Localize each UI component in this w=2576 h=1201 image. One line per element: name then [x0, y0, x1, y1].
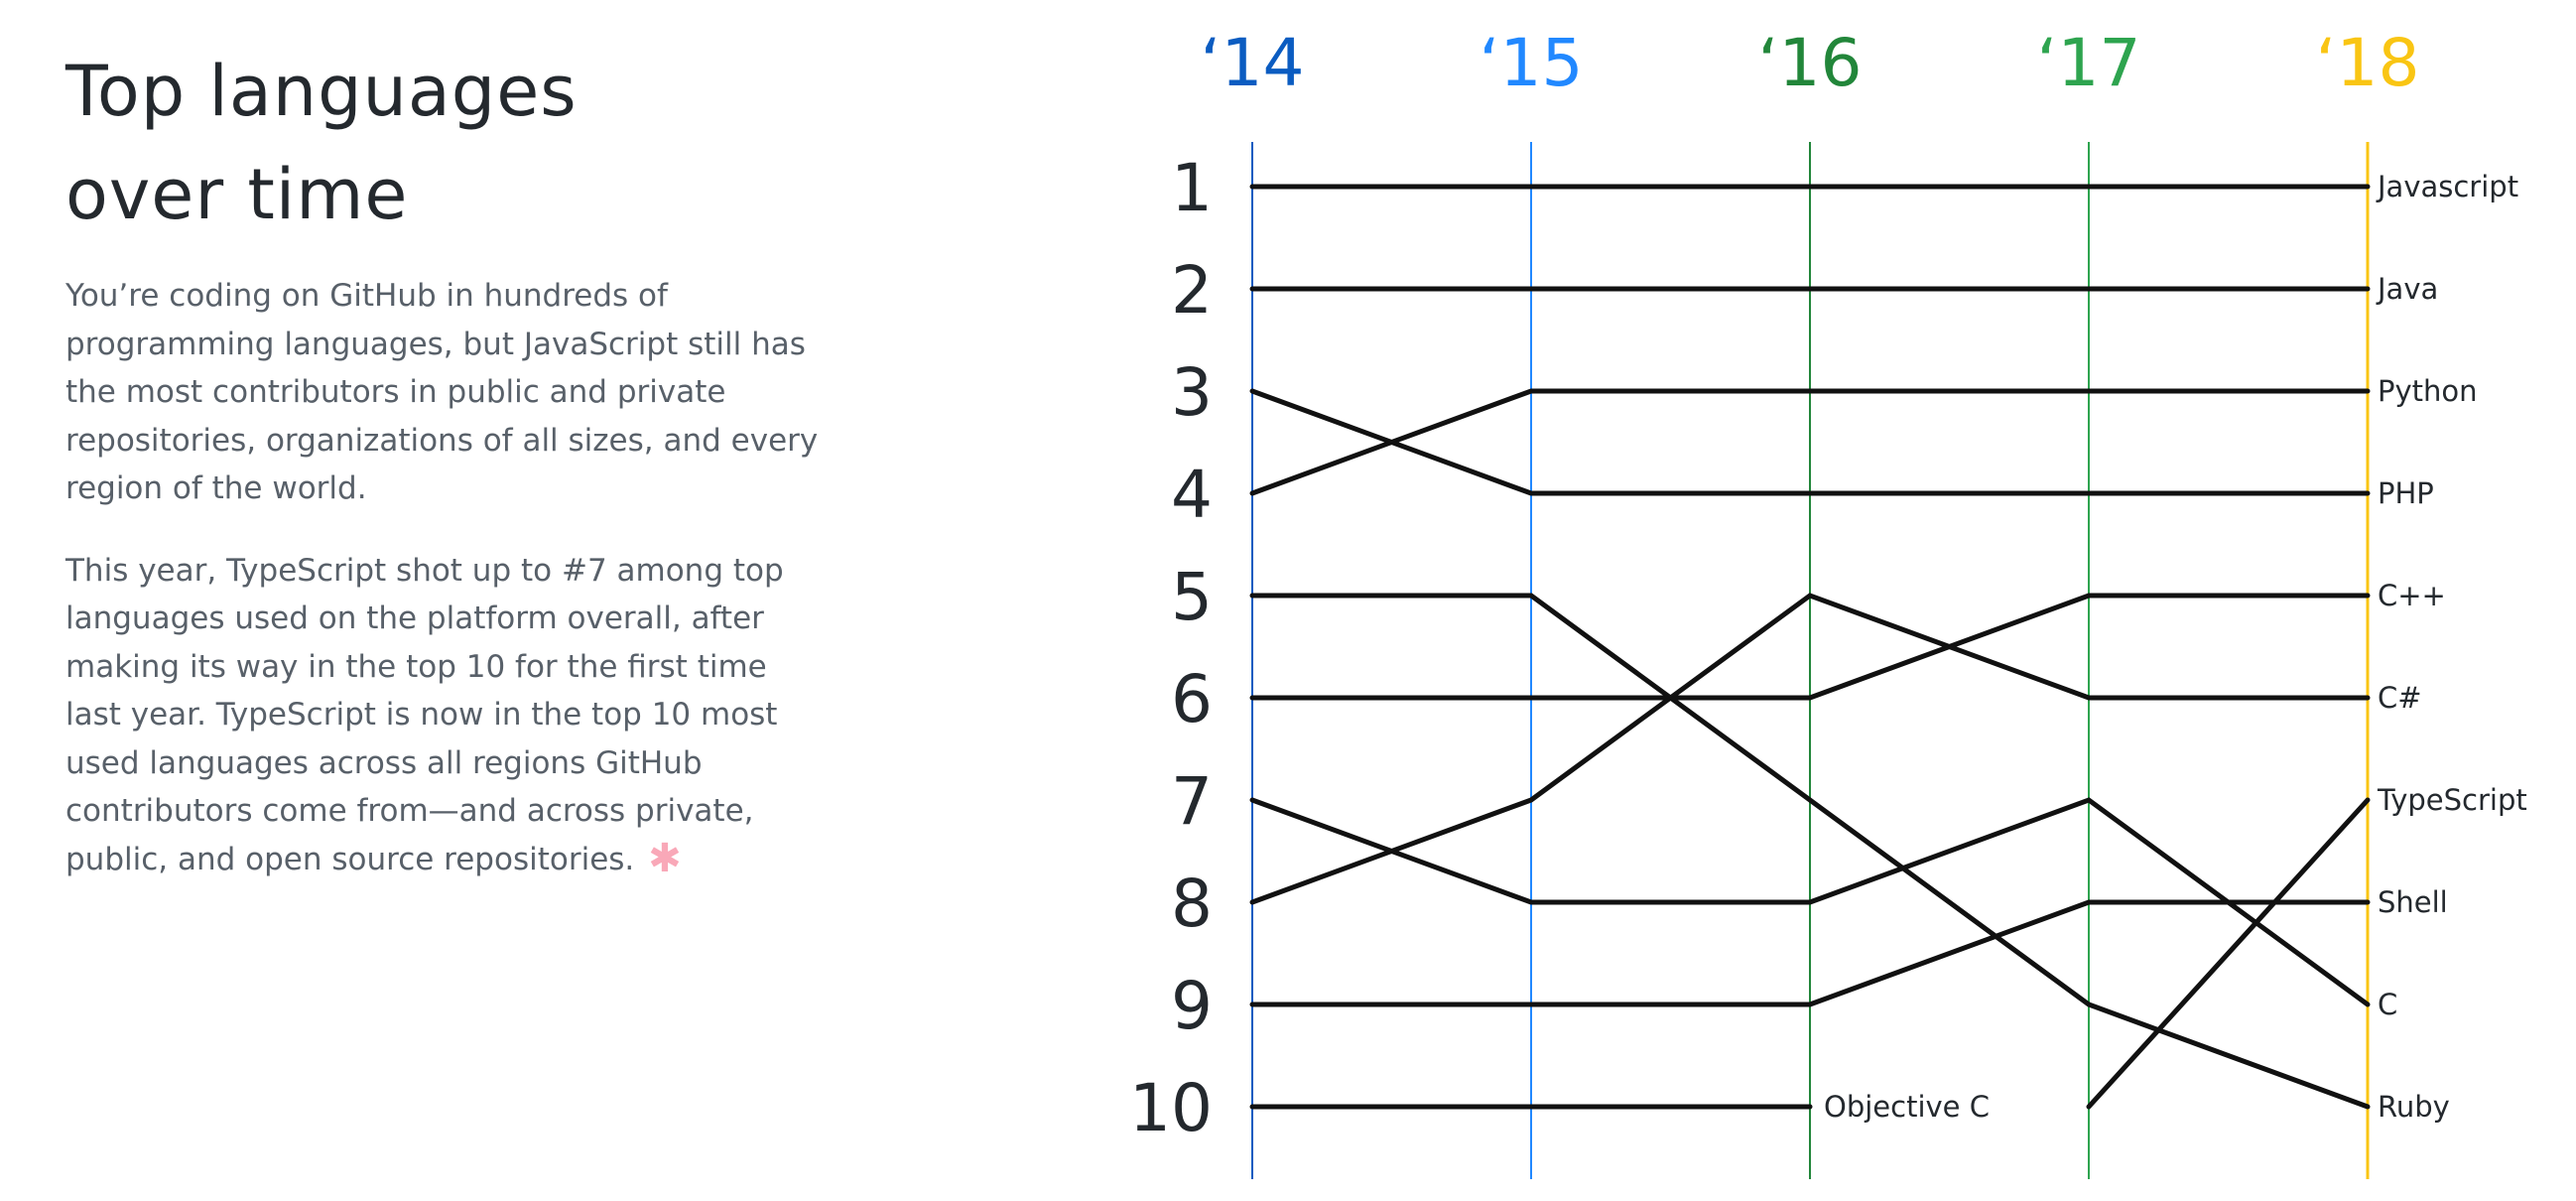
year-label-2015: ‘15 — [1480, 25, 1584, 101]
asterisk-icon: ✱ — [648, 835, 682, 881]
year-label-2016: ‘16 — [1758, 25, 1863, 101]
series-label-csharp: C# — [2378, 681, 2422, 715]
rank-label-1: 1 — [1171, 150, 1213, 226]
rank-label-5: 5 — [1171, 559, 1213, 635]
rank-label-4: 4 — [1171, 457, 1213, 533]
title-line-1: Top languages — [65, 51, 578, 132]
year-labels: ‘14 ‘15 ‘16 ‘17 ‘18 — [1201, 25, 2420, 101]
series-line-shell — [1249, 899, 2371, 1007]
series-line-csharp — [1249, 593, 2371, 905]
intro-section: Top languages over time You’re coding on… — [65, 40, 820, 883]
series-label-python: Python — [2378, 374, 2478, 408]
rank-label-10: 10 — [1129, 1070, 1213, 1146]
rank-label-9: 9 — [1171, 968, 1213, 1044]
rank-label-8: 8 — [1171, 866, 1213, 942]
series-line-typescript — [2086, 797, 2371, 1110]
series-label-php: PHP — [2378, 476, 2434, 510]
intro-paragraph-2: This year, TypeScript shot up to #7 amon… — [65, 547, 820, 884]
series-label-ruby: Ruby — [2378, 1090, 2450, 1124]
year-label-2014: ‘14 — [1201, 25, 1305, 101]
year-label-2017: ‘17 — [2037, 25, 2141, 101]
series-label-objective-c: Objective C — [1824, 1090, 1990, 1124]
series-lines — [1249, 184, 2371, 1110]
series-line-python — [1249, 388, 2371, 496]
series-label-typescript: TypeScript — [2377, 783, 2527, 817]
series-line-c — [1249, 797, 2371, 1007]
rank-label-2: 2 — [1171, 252, 1213, 329]
intro-paragraph-1: You’re coding on GitHub in hundreds of p… — [65, 278, 819, 506]
series-label-java: Java — [2376, 272, 2438, 306]
series-label-cplusplus: C++ — [2378, 579, 2446, 612]
series-label-shell: Shell — [2378, 885, 2448, 919]
year-label-2018: ‘18 — [2316, 25, 2420, 101]
year-gridlines — [1251, 142, 2370, 1179]
page-title: Top languages over time — [65, 40, 820, 246]
title-line-2: over time — [65, 154, 409, 235]
series-label-javascript: Javascript — [2376, 170, 2518, 203]
series-line-cplusplus — [1249, 593, 2371, 701]
rank-labels: 1 2 3 4 5 6 7 8 9 10 — [1129, 150, 1213, 1146]
rank-label-3: 3 — [1171, 354, 1213, 431]
intro-paragraph-2-text: This year, TypeScript shot up to #7 amon… — [65, 552, 784, 877]
rank-label-6: 6 — [1171, 661, 1213, 737]
series-line-php — [1249, 388, 2371, 496]
series-labels: Javascript Java Python PHP C++ C# TypeScript Sh… — [1824, 170, 2527, 1124]
series-label-c: C — [2378, 988, 2397, 1021]
rank-label-7: 7 — [1171, 763, 1213, 840]
series-line-ruby — [1249, 593, 2371, 1110]
